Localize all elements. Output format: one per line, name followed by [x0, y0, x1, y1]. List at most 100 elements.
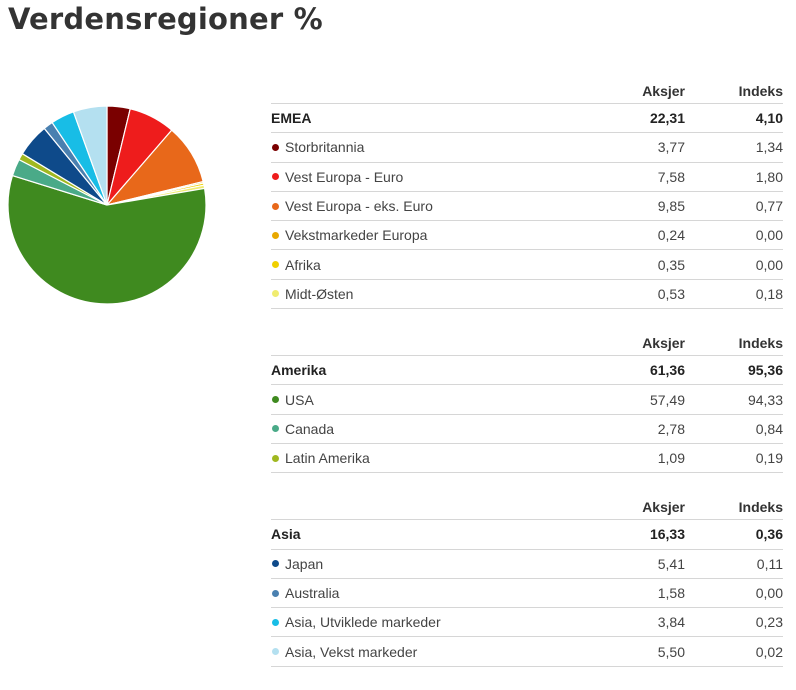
legend-dot-icon: [272, 202, 279, 210]
row-aksjer-value: 5,41: [657, 555, 685, 572]
legend-dot-icon: [272, 560, 279, 568]
column-header-indeks: Indeks: [738, 499, 783, 516]
legend-dot-icon: [272, 396, 279, 404]
column-header-indeks: Indeks: [738, 83, 783, 99]
region-group-asia: Aksjer Indeks Asia 16,33 0,36 Japan 5,41 0,11 Au…: [271, 496, 783, 667]
region-indeks-value: 0,36: [755, 526, 783, 543]
region-indeks-value: 95,36: [747, 362, 783, 379]
row-aksjer-value: 0,53: [657, 285, 685, 302]
column-header-row: Aksjer Indeks: [271, 80, 783, 104]
row-aksjer-value: 57,49: [649, 391, 685, 408]
row-aksjer-value: 5,50: [657, 643, 685, 660]
column-header-row: Aksjer Indeks: [271, 496, 783, 521]
row-label: Japan: [271, 556, 575, 572]
column-header-indeks: Indeks: [738, 335, 783, 352]
table-row: Vest Europa - Euro 7,58 1,80: [271, 163, 783, 192]
table-row: Latin Amerika 1,09 0,19: [271, 444, 783, 474]
row-name: Latin Amerika: [285, 450, 370, 467]
row-indeks-value: 0,18: [755, 285, 783, 302]
row-aksjer-value: 7,58: [657, 168, 685, 185]
row-name: Afrika: [285, 256, 321, 273]
row-indeks-value: 0,77: [755, 198, 783, 215]
legend-dot-icon: [272, 143, 279, 151]
row-indeks-value: 0,19: [755, 450, 783, 467]
pie-chart: [6, 104, 208, 306]
row-label: Vekstmarkeder Europa: [271, 227, 575, 243]
legend-dot-icon: [272, 618, 279, 626]
row-label: Storbritannia: [271, 139, 575, 155]
column-header-aksjer: Aksjer: [642, 335, 685, 352]
row-label: USA: [271, 392, 575, 408]
pie-slice-6: [7, 174, 207, 305]
region-total-row: EMEA 22,31 4,10: [271, 104, 783, 134]
legend-dot-icon: [272, 589, 279, 597]
row-label: Midt-Østen: [271, 286, 575, 302]
legend-dot-icon: [272, 231, 279, 239]
legend-dot-icon: [272, 425, 279, 433]
region-total-row: Asia 16,33 0,36: [271, 520, 783, 550]
table-row: Midt-Østen 0,53 0,18: [271, 280, 783, 310]
row-name: Vekstmarkeder Europa: [285, 227, 428, 244]
row-indeks-value: 0,84: [755, 420, 783, 437]
legend-dot-icon: [272, 454, 279, 462]
table-row: Asia, Utviklede markeder 3,84 0,23: [271, 608, 783, 638]
row-label: Canada: [271, 421, 575, 437]
row-indeks-value: 0,00: [755, 227, 783, 244]
region-name: Amerika: [271, 362, 327, 379]
pie-chart-svg: [7, 105, 207, 305]
row-label: Asia, Utviklede markeder: [271, 614, 575, 630]
row-aksjer-value: 2,78: [657, 420, 685, 437]
table-row: Canada 2,78 0,84: [271, 415, 783, 444]
row-name: Storbritannia: [285, 139, 365, 156]
table-row: Vest Europa - eks. Euro 9,85 0,77: [271, 192, 783, 222]
row-indeks-value: 0,23: [755, 614, 783, 631]
region-total-row: Amerika 61,36 95,36: [271, 356, 783, 386]
legend-dot-icon: [272, 648, 279, 656]
row-label: Asia, Vekst markeder: [271, 644, 575, 660]
row-aksjer-value: 9,85: [657, 198, 685, 215]
row-name: Midt-Østen: [285, 285, 354, 302]
row-name: Asia, Utviklede markeder: [285, 614, 441, 631]
region-indeks-value: 4,10: [755, 110, 783, 127]
region-aksjer-value: 61,36: [649, 362, 685, 379]
column-header-aksjer: Aksjer: [642, 83, 685, 99]
region-name: Asia: [271, 526, 301, 543]
row-aksjer-value: 1,09: [657, 450, 685, 467]
legend-dot-icon: [272, 261, 279, 269]
row-name: Australia: [285, 585, 340, 601]
region-name: EMEA: [271, 110, 312, 127]
row-aksjer-value: 3,77: [657, 139, 685, 156]
table-row: Vekstmarkeder Europa 0,24 0,00: [271, 221, 783, 251]
row-indeks-value: 0,00: [755, 585, 783, 601]
region-tables: Aksjer Indeks EMEA 22,31 4,10 Storbritannia 3,…: [271, 80, 783, 690]
row-label: Latin Amerika: [271, 450, 575, 466]
column-header-aksjer: Aksjer: [642, 499, 685, 516]
row-aksjer-value: 0,24: [657, 227, 685, 244]
legend-dot-icon: [272, 173, 279, 181]
row-label: Australia: [271, 585, 575, 601]
region-group-emea: Aksjer Indeks EMEA 22,31 4,10 Storbritannia 3,…: [271, 80, 783, 310]
row-aksjer-value: 1,58: [657, 585, 685, 601]
row-label: Vest Europa - Euro: [271, 169, 575, 185]
row-indeks-value: 0,00: [755, 256, 783, 273]
row-name: Canada: [285, 420, 335, 437]
row-aksjer-value: 0,35: [657, 256, 685, 273]
page-title: Verdensregioner %: [8, 2, 323, 36]
column-header-row: Aksjer Indeks: [271, 332, 783, 357]
row-indeks-value: 0,02: [755, 643, 783, 660]
table-row: Australia 1,58 0,00: [271, 579, 783, 609]
legend-dot-icon: [272, 290, 279, 298]
row-indeks-value: 0,11: [756, 555, 783, 572]
row-name: Vest Europa - eks. Euro: [285, 198, 433, 215]
row-label: Vest Europa - eks. Euro: [271, 198, 575, 214]
row-indeks-value: 94,33: [747, 391, 783, 408]
row-name: Japan: [285, 555, 324, 572]
table-row: Afrika 0,35 0,00: [271, 250, 783, 280]
row-indeks-value: 1,34: [755, 139, 783, 156]
table-row: Japan 5,41 0,11: [271, 550, 783, 579]
table-row: USA 57,49 94,33: [271, 385, 783, 415]
region-aksjer-value: 16,33: [649, 526, 685, 543]
region-aksjer-value: 22,31: [649, 110, 685, 127]
row-label: Afrika: [271, 257, 575, 273]
row-name: Asia, Vekst markeder: [285, 643, 418, 660]
